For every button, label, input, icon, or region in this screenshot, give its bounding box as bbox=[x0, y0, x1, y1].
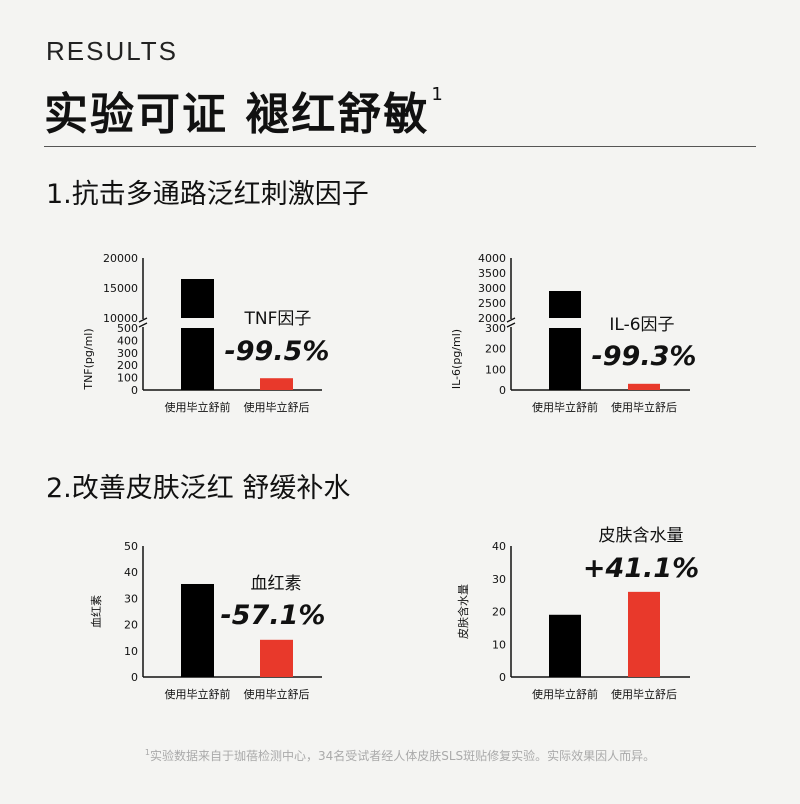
bar-moisture-before bbox=[549, 614, 581, 677]
y-axis-label-tnf: TNF(pg/ml) bbox=[82, 328, 95, 390]
annotation-value-il6: -99.3% bbox=[592, 341, 697, 372]
bar-heme-after bbox=[260, 639, 293, 677]
tick-label-heme: 30 bbox=[124, 592, 138, 605]
tick-label-heme: 50 bbox=[124, 540, 138, 553]
tick-label-tnf: 100 bbox=[117, 372, 138, 385]
category-label-il6: 使用毕立舒前 bbox=[532, 400, 598, 414]
annotation-label-moisture: 皮肤含水量 bbox=[599, 526, 684, 546]
category-label-heme: 使用毕立舒前 bbox=[165, 687, 231, 701]
annotation-label-tnf: TNF因子 bbox=[244, 309, 312, 329]
tick-label-heme: 10 bbox=[124, 645, 138, 658]
tick-label-il6: 100 bbox=[485, 363, 506, 376]
tick-label-tnf: 15000 bbox=[103, 282, 138, 295]
tick-label-tnf: 10000 bbox=[103, 312, 138, 325]
tick-label-il6: 2500 bbox=[478, 297, 506, 310]
divider bbox=[44, 146, 756, 147]
tick-label-il6: 300 bbox=[485, 322, 506, 335]
footnote: 1实验数据来自于珈蓓检测中心，34名受试者经人体皮肤SLS斑贴修复实验。实际效果… bbox=[0, 747, 800, 764]
tick-label-il6: 3500 bbox=[478, 267, 506, 280]
tick-label-tnf: 0 bbox=[131, 384, 138, 397]
tick-label-il6: 0 bbox=[499, 384, 506, 397]
eyebrow-results: RESULTS bbox=[46, 36, 178, 66]
footnote-mark: 1 bbox=[144, 748, 150, 757]
bar-tnf-before-lower bbox=[181, 328, 214, 390]
tick-label-moisture: 40 bbox=[492, 540, 506, 553]
category-label-moisture: 使用毕立舒前 bbox=[532, 687, 598, 701]
bar-il6-after bbox=[628, 383, 660, 390]
tick-label-heme: 0 bbox=[131, 671, 138, 684]
annotation-value-heme: -57.1% bbox=[221, 600, 326, 631]
tick-label-tnf: 300 bbox=[117, 347, 138, 360]
annotation-label-il6: IL-6因子 bbox=[609, 315, 674, 335]
bar-moisture-after bbox=[628, 591, 660, 677]
tick-label-tnf: 200 bbox=[117, 359, 138, 372]
annotation-label-heme: 血红素 bbox=[251, 574, 302, 594]
tick-label-heme: 20 bbox=[124, 619, 138, 632]
y-axis-label-heme: 血红素 bbox=[89, 595, 103, 628]
axis-break-mark-il6 bbox=[506, 317, 516, 328]
tick-label-il6: 4000 bbox=[478, 252, 506, 265]
bar-il6-before-upper bbox=[549, 291, 581, 318]
bar-tnf-before-upper bbox=[181, 279, 214, 318]
category-label-il6: 使用毕立舒后 bbox=[611, 400, 677, 414]
bar-tnf-after bbox=[260, 378, 293, 390]
annotation-value-tnf: -99.5% bbox=[225, 336, 330, 367]
bar-il6-before-lower bbox=[549, 328, 581, 390]
tick-label-moisture: 0 bbox=[499, 671, 506, 684]
tick-label-moisture: 30 bbox=[492, 573, 506, 586]
tick-label-il6: 2000 bbox=[478, 312, 506, 325]
tick-label-il6: 3000 bbox=[478, 282, 506, 295]
page-title: 实验可证 褪红舒敏 1 bbox=[44, 78, 445, 142]
page-title-text: 实验可证 褪红舒敏 bbox=[44, 89, 430, 140]
tick-label-heme: 40 bbox=[124, 566, 138, 579]
bar-heme-before bbox=[181, 583, 214, 677]
tick-label-il6: 200 bbox=[485, 343, 506, 356]
y-axis-label-il6: IL-6(pg/ml) bbox=[450, 329, 463, 389]
tick-label-tnf: 500 bbox=[117, 322, 138, 335]
footnote-marker: 1 bbox=[431, 84, 445, 105]
category-label-heme: 使用毕立舒后 bbox=[244, 687, 310, 701]
footnote-text: 实验数据来自于珈蓓检测中心，34名受试者经人体皮肤SLS斑贴修复实验。实际效果因… bbox=[149, 749, 656, 763]
tick-label-tnf: 20000 bbox=[103, 252, 138, 265]
tick-label-tnf: 400 bbox=[117, 334, 138, 347]
axis-break-mark-tnf bbox=[138, 317, 148, 328]
y-axis-label-moisture: 皮肤含水量 bbox=[456, 584, 470, 639]
category-label-tnf: 使用毕立舒后 bbox=[244, 400, 310, 414]
section-title-2: 2.改善皮肤泛红 舒缓补水 bbox=[46, 473, 351, 504]
annotation-value-moisture: +41.1% bbox=[583, 553, 699, 584]
section-title-1: 1.抗击多通路泛红刺激因子 bbox=[46, 179, 369, 210]
tick-label-moisture: 20 bbox=[492, 606, 506, 619]
tick-label-moisture: 10 bbox=[492, 638, 506, 651]
category-label-moisture: 使用毕立舒后 bbox=[611, 687, 677, 701]
category-label-tnf: 使用毕立舒前 bbox=[165, 400, 231, 414]
